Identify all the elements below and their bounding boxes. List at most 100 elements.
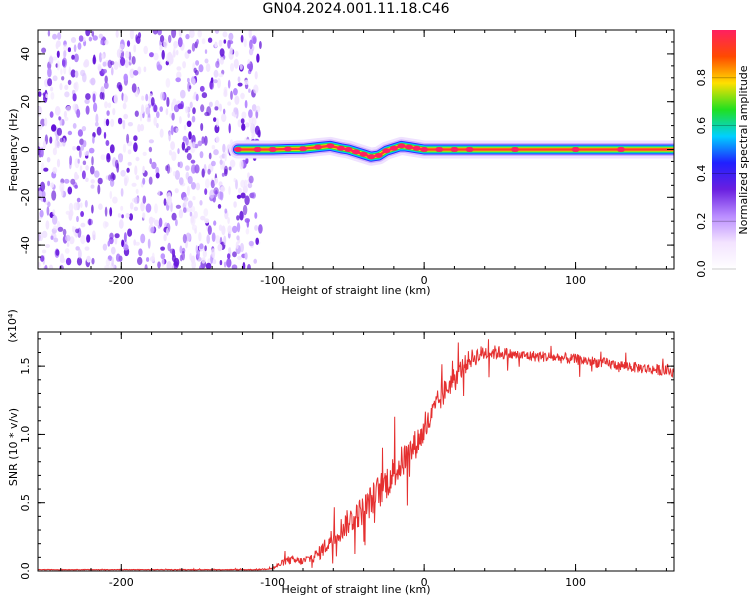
spectrogram-noise-blob	[251, 132, 256, 138]
spectrogram-noise-blob	[45, 93, 48, 99]
spectrogram-noise-blob	[204, 111, 210, 117]
spectrogram-noise-blob	[68, 202, 74, 213]
spectrogram-noise-blob	[191, 115, 196, 123]
spectrogram-noise-blob	[250, 122, 254, 128]
spectrogram-noise-blob	[72, 181, 78, 188]
spectrogram-noise-blob	[148, 139, 154, 144]
spectrogram-noise-blob	[159, 106, 163, 112]
y-tick-label: 0	[19, 146, 32, 153]
spectrogram-noise-blob	[138, 248, 143, 257]
spectrogram-noise-blob	[184, 200, 188, 206]
spectrogram-noise-blob	[72, 225, 75, 233]
spectrogram-noise-blob	[185, 106, 189, 114]
spectrogram-noise-blob	[95, 113, 99, 124]
spectrogram-noise-blob	[63, 50, 67, 58]
spectrogram-noise-blob	[254, 71, 258, 80]
spectral-peak	[420, 147, 429, 152]
spectrogram-noise-blob	[224, 165, 228, 175]
spectrogram-noise-blob	[65, 105, 72, 112]
spectrogram-noise-blob	[216, 78, 221, 89]
spectrogram-noise-blob	[123, 232, 127, 243]
spectrogram-noise-blob	[75, 231, 78, 238]
spectrogram-noise-blob	[176, 66, 182, 71]
spectrogram-noise-blob	[62, 228, 67, 236]
spectrogram-noise-blob	[129, 30, 135, 40]
spectrogram-noise-blob	[112, 173, 116, 181]
spectrogram-noise-blob	[220, 186, 226, 193]
spectrogram-noise-blob	[242, 185, 248, 194]
spectrogram-noise-blob	[166, 163, 171, 174]
spectrogram-noise-blob	[165, 78, 171, 88]
spectrogram-noise-blob	[211, 248, 216, 259]
spectrogram-noise-blob	[192, 107, 196, 115]
spectrogram-noise-blob	[209, 189, 215, 199]
spectrogram-noise-blob	[116, 48, 121, 58]
spectrogram-noise-blob	[134, 110, 139, 117]
spectrogram-noise-blob	[136, 36, 141, 44]
spectrogram-noise-blob	[227, 39, 231, 49]
spectrogram-noise-blob	[156, 122, 159, 129]
spectrogram-noise-blob	[178, 161, 183, 169]
spectrogram-noise-blob	[126, 133, 130, 144]
spectrogram-noise-blob	[230, 63, 234, 72]
spectrogram-noise-blob	[237, 119, 242, 128]
spectrogram-noise-blob	[204, 58, 209, 64]
spectrogram-noise-blob	[133, 135, 138, 142]
spectrogram-noise-blob	[146, 257, 150, 262]
spectrogram-noise-blob	[200, 104, 205, 113]
spectrogram-noise-blob	[67, 47, 71, 53]
spectrogram-noise-blob	[205, 63, 211, 72]
spectrogram-noise-blob	[172, 50, 176, 58]
spectrogram-noise-blob	[118, 154, 123, 163]
spectrogram-noise-blob	[85, 30, 91, 37]
spectrogram-noise-blob	[114, 236, 118, 245]
spectrogram-noise-blob	[255, 105, 261, 113]
spectrogram-noise-blob	[247, 182, 253, 189]
spectrogram-noise-blob	[187, 77, 190, 83]
spectrogram-noise-blob	[101, 53, 105, 60]
spectrogram-noise-blob	[157, 190, 161, 196]
spectrogram-noise-blob	[94, 121, 99, 127]
spectrogram-noise-blob	[38, 146, 41, 156]
spectrogram-noise-blob	[107, 102, 112, 109]
spectrogram-noise-blob	[111, 67, 114, 76]
spectrogram-noise-blob	[247, 172, 250, 179]
spectrogram-noise-blob	[109, 207, 113, 217]
spectrogram-noise-blob	[110, 246, 116, 255]
spectrogram-noise-blob	[64, 84, 69, 91]
spectrogram-noise-blob	[104, 265, 110, 269]
y-tick-label: 0.5	[19, 494, 32, 512]
spectrogram-noise-blob	[142, 177, 146, 185]
y-tick-label: 1.5	[19, 357, 32, 375]
spectrogram-noise-blob	[48, 264, 54, 269]
spectrogram-noise-blob	[227, 101, 232, 106]
spectrogram-noise-blob	[51, 190, 57, 201]
spectrogram-noise-blob	[251, 104, 257, 112]
spectrogram-noise-blob	[258, 224, 263, 234]
spectrogram-noise-blob	[183, 207, 187, 213]
spectrogram-noise-blob	[170, 125, 174, 136]
spectrogram-noise-blob	[153, 104, 158, 113]
spectrogram-noise-blob	[88, 36, 93, 42]
spectrogram-noise-blob	[179, 254, 183, 262]
spectrogram-noise-blob	[201, 38, 206, 45]
spectrogram-noise-blob	[64, 116, 69, 122]
spectrogram-noise-blob	[63, 178, 70, 184]
spectrogram-noise-blob	[183, 196, 189, 202]
spectrogram-noise-blob	[68, 66, 72, 76]
spectrogram-noise-blob	[57, 32, 62, 40]
spectrogram-noise-blob	[226, 258, 232, 268]
spectrogram-noise-blob	[53, 237, 59, 243]
spectrogram-noise-blob	[163, 38, 168, 49]
spectrogram-noise-blob	[211, 160, 216, 167]
spectrogram-noise-blob	[174, 170, 180, 180]
spectrogram-noise-blob	[251, 192, 256, 199]
spectrogram-noise-blob	[215, 136, 220, 143]
spectrogram-noise-blob	[53, 225, 58, 231]
spectrogram-noise-blob	[104, 206, 108, 217]
spectrogram-noise-blob	[230, 90, 233, 101]
spectrogram-noise-blob	[242, 204, 248, 216]
spectrogram-noise-blob	[133, 196, 140, 204]
spectrogram-noise-blob	[142, 151, 147, 156]
